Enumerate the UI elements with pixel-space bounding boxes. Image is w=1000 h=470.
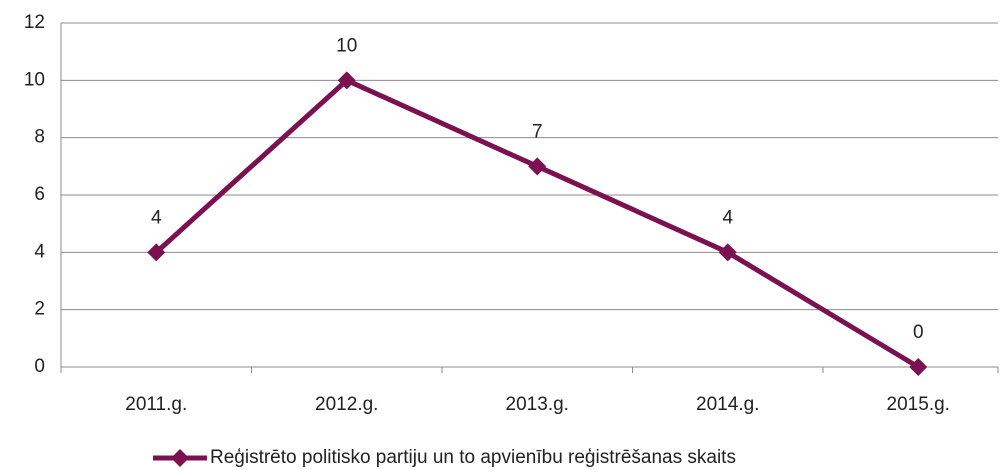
marker	[718, 243, 737, 262]
y-tick-label: 4	[34, 241, 45, 262]
marker	[337, 71, 356, 90]
y-tick-label: 0	[34, 356, 45, 377]
data-label: 4	[722, 207, 733, 228]
x-tick-label: 2014.g.	[696, 394, 759, 415]
x-tick-label: 2012.g.	[315, 394, 378, 415]
marker	[528, 157, 547, 176]
y-tick-label: 8	[34, 127, 45, 148]
x-tick-label: 2015.g.	[887, 394, 950, 415]
x-tick-label: 2013.g.	[506, 394, 569, 415]
marker	[147, 243, 166, 262]
y-tick-label: 2	[34, 299, 45, 320]
legend-marker	[171, 449, 189, 467]
y-tick-label: 6	[34, 184, 45, 205]
data-label: 4	[151, 207, 162, 228]
marker	[909, 358, 928, 376]
data-label: 10	[336, 35, 357, 56]
data-label: 7	[532, 121, 543, 142]
legend-label: Reģistrēto politisko partiju un to apvie…	[210, 447, 736, 468]
y-tick-label: 12	[24, 12, 45, 33]
y-tick-label: 10	[24, 69, 45, 90]
x-tick-label: 2011.g.	[125, 394, 187, 415]
data-label: 0	[913, 322, 924, 343]
